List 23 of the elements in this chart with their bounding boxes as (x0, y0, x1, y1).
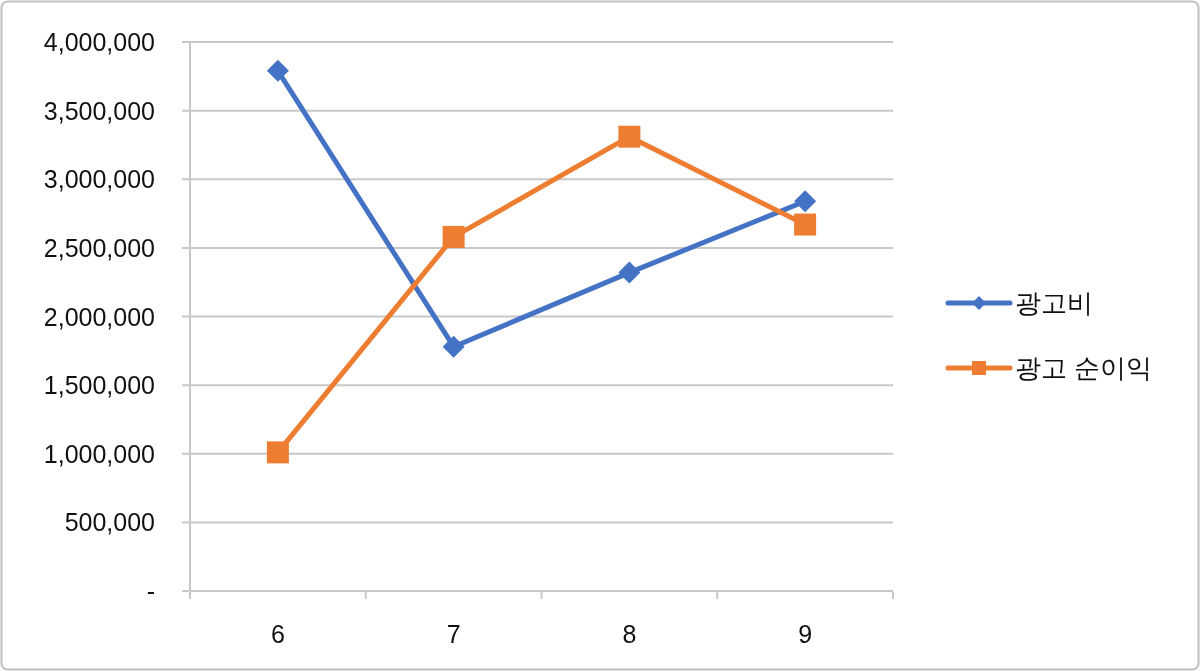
x-tick-label: 7 (446, 620, 461, 648)
y-tick-label: 1,000,000 (43, 439, 155, 468)
x-tick-label: 8 (622, 620, 637, 648)
y-tick-label: 3,500,000 (43, 96, 155, 125)
legend-label: 광고비 (1015, 288, 1093, 318)
y-tick-label: 4,000,000 (43, 28, 155, 56)
point (442, 335, 465, 358)
y-tick-label: 2,500,000 (43, 233, 155, 262)
point (618, 125, 641, 148)
legend-label: 광고 순이익 (1015, 353, 1153, 383)
point (794, 190, 817, 213)
y-tick-label: 3,000,000 (43, 165, 155, 194)
point (266, 59, 289, 82)
y-tick-label: 2,000,000 (43, 302, 155, 331)
point (618, 261, 641, 284)
y-tick-label: - (146, 577, 155, 605)
y-tick-label: 500,000 (64, 508, 155, 537)
x-tick-label: 6 (270, 620, 285, 648)
point (794, 213, 817, 236)
point (266, 441, 289, 464)
point (442, 225, 465, 248)
x-tick-label: 9 (798, 620, 813, 648)
y-tick-label: 1,500,000 (43, 371, 155, 400)
